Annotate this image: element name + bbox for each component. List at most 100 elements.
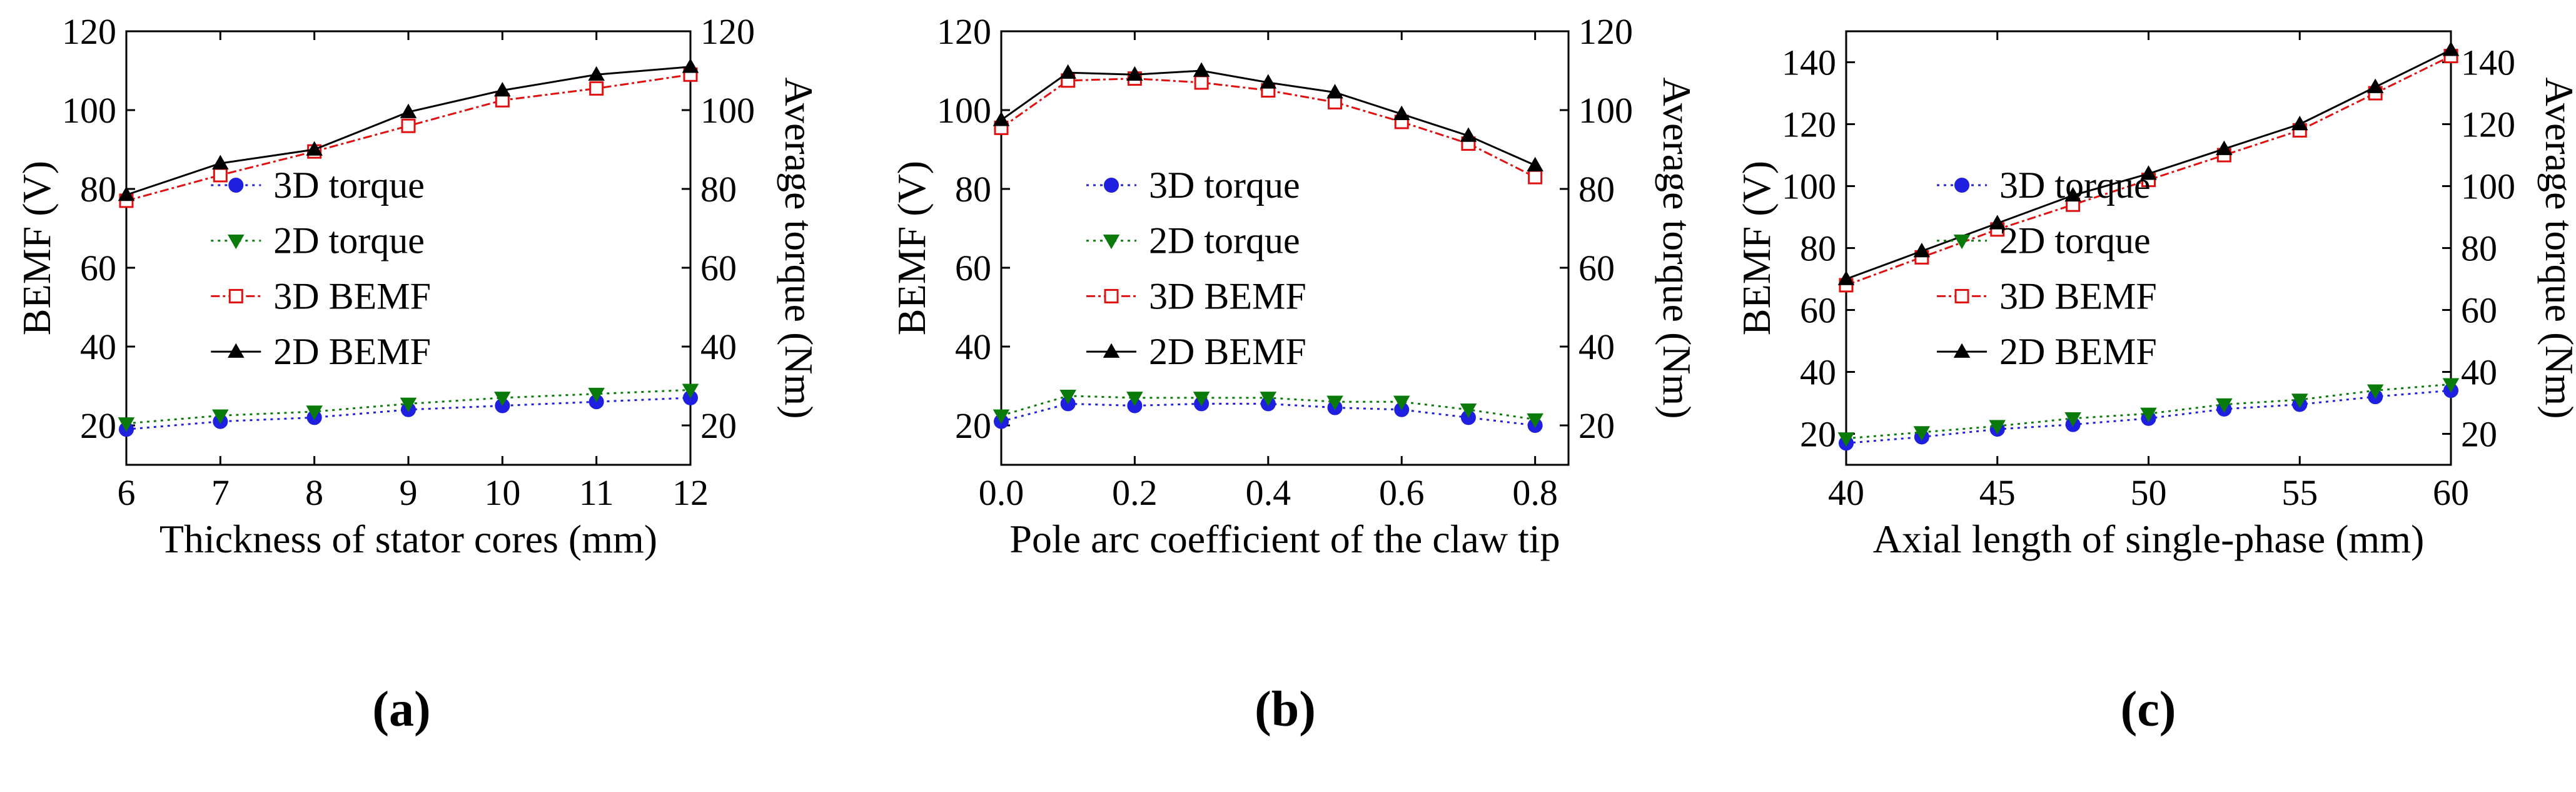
data-point bbox=[1126, 66, 1143, 81]
legend-marker bbox=[1954, 178, 1970, 193]
y2-axis-title: Average torque (Nm) bbox=[2537, 77, 2576, 419]
data-point bbox=[1059, 390, 1076, 405]
x-tick-label: 0.6 bbox=[1379, 472, 1425, 513]
legend: 3D torque 2D torque 3D BEMF 2D BEMF bbox=[1086, 165, 1306, 372]
legend-label: 2D BEMF bbox=[1999, 331, 2157, 372]
data-point bbox=[118, 186, 135, 201]
legend-label: 3D BEMF bbox=[1149, 275, 1306, 317]
data-point bbox=[1326, 395, 1343, 410]
legend-marker bbox=[1103, 234, 1120, 250]
y-tick-label: 120 bbox=[1782, 104, 1836, 145]
y2-tick-label: 80 bbox=[2461, 228, 2497, 269]
y-tick-label: 100 bbox=[62, 90, 116, 131]
data-point bbox=[2366, 384, 2384, 399]
data-point bbox=[2064, 186, 2081, 202]
data-point bbox=[1527, 156, 1543, 171]
legend: 3D torque 2D torque 3D BEMF 2D BEMF bbox=[1937, 165, 2157, 372]
data-point bbox=[1260, 392, 1277, 407]
y2-axis-title: Average torque (Nm) bbox=[777, 77, 821, 419]
data-point bbox=[401, 118, 416, 133]
y-tick-label: 20 bbox=[955, 405, 991, 446]
x-tick-label: 9 bbox=[400, 472, 418, 513]
legend-label: 3D torque bbox=[1149, 165, 1300, 206]
chart-a: 6 7 8 9 10 11 12 20 40 60 80 100 120 20 40 60 80 100 120 Th… bbox=[14, 11, 821, 737]
y-tick-label: 100 bbox=[1782, 166, 1836, 207]
legend-label: 2D torque bbox=[1999, 220, 2151, 261]
data-point bbox=[1194, 75, 1209, 90]
y-tick-label: 20 bbox=[1800, 414, 1836, 455]
data-point bbox=[1460, 127, 1477, 142]
y-tick-label: 120 bbox=[62, 11, 116, 52]
y2-tick-label: 60 bbox=[2461, 290, 2497, 331]
data-point bbox=[306, 141, 323, 156]
y-tick-label: 100 bbox=[937, 90, 991, 131]
chart-c: 40 45 50 55 60 20 40 60 80 100 120 140 20 40 60 80 100 12… bbox=[1734, 30, 2576, 737]
legend-marker bbox=[1103, 343, 1120, 358]
legend-label: 2D torque bbox=[273, 220, 425, 261]
y2-tick-label: 80 bbox=[700, 169, 737, 210]
data-point bbox=[494, 392, 511, 407]
legend-label: 2D BEMF bbox=[1149, 331, 1306, 372]
y-tick-label: 80 bbox=[955, 169, 991, 210]
y2-tick-label: 80 bbox=[1578, 169, 1615, 210]
y2-tick-label: 120 bbox=[1578, 11, 1633, 52]
x-tick-label: 6 bbox=[118, 472, 136, 513]
data-point bbox=[682, 383, 699, 399]
series-torque2d bbox=[993, 390, 1543, 429]
data-point bbox=[1913, 426, 1931, 441]
x-tick-label: 8 bbox=[305, 472, 323, 513]
legend-label: 3D BEMF bbox=[273, 275, 431, 317]
y2-tick-label: 120 bbox=[2461, 104, 2515, 145]
x-tick-label: 0.4 bbox=[1246, 472, 1291, 513]
data-point bbox=[212, 409, 229, 424]
data-point bbox=[212, 155, 229, 170]
y-tick-label: 80 bbox=[80, 169, 116, 210]
x-tick-label: 0.8 bbox=[1512, 472, 1558, 513]
y2-tick-label: 60 bbox=[1578, 248, 1615, 288]
data-point bbox=[306, 405, 323, 420]
series-torque2d bbox=[1837, 378, 2460, 447]
x-tick-label: 55 bbox=[2281, 472, 2318, 513]
data-point bbox=[1913, 242, 1931, 258]
caption: (a) bbox=[372, 682, 430, 737]
legend-marker bbox=[228, 288, 243, 303]
data-point bbox=[494, 81, 511, 97]
data-point bbox=[1193, 392, 1210, 407]
data-point bbox=[118, 417, 135, 432]
legend-label: 3D torque bbox=[273, 165, 425, 206]
y-tick-label: 40 bbox=[955, 327, 991, 367]
y2-tick-label: 20 bbox=[700, 405, 737, 446]
data-point bbox=[213, 168, 228, 183]
data-point bbox=[682, 58, 699, 73]
y2-tick-label: 120 bbox=[700, 11, 755, 52]
y2-tick-label: 100 bbox=[700, 90, 755, 131]
x-tick-label: 60 bbox=[2433, 472, 2469, 513]
data-point bbox=[2442, 378, 2460, 393]
x-tick-label: 50 bbox=[2131, 472, 2167, 513]
series-bemf2d bbox=[993, 62, 1543, 171]
legend-label: 3D torque bbox=[1999, 165, 2151, 206]
y-tick-label: 60 bbox=[80, 248, 116, 288]
data-point bbox=[1326, 84, 1343, 99]
y2-tick-label: 140 bbox=[2461, 43, 2515, 83]
x-tick-label: 7 bbox=[211, 472, 230, 513]
y-tick-label: 40 bbox=[1800, 352, 1836, 393]
y2-tick-label: 100 bbox=[2461, 166, 2515, 207]
legend-marker bbox=[1953, 343, 1971, 358]
data-point bbox=[1837, 432, 1855, 447]
y2-tick-label: 40 bbox=[700, 327, 737, 367]
data-point bbox=[2140, 407, 2157, 422]
data-point bbox=[1527, 413, 1543, 429]
data-point bbox=[1989, 420, 2006, 435]
data-point bbox=[588, 66, 605, 81]
y-axis-title: BEMF (V) bbox=[889, 161, 934, 335]
data-point bbox=[2442, 41, 2460, 56]
legend-marker bbox=[228, 234, 245, 250]
data-point bbox=[1393, 105, 1410, 121]
data-point bbox=[1260, 74, 1277, 89]
data-point bbox=[1193, 62, 1210, 77]
y2-tick-label: 100 bbox=[1578, 90, 1633, 131]
data-point bbox=[1059, 64, 1076, 79]
y-tick-label: 80 bbox=[1800, 228, 1836, 269]
